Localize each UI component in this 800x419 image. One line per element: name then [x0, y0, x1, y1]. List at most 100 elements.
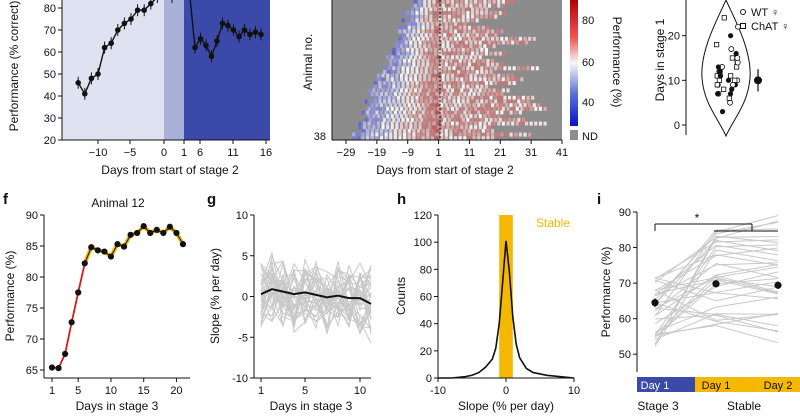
heatmap-cell: [401, 99, 405, 104]
heatmap-cell: [412, 25, 416, 30]
colorbar-tick-nd: ND: [582, 131, 598, 143]
heatmap-cell: [395, 88, 399, 93]
heatmap-cell: [423, 77, 427, 82]
heatmap-cell: [517, 95, 521, 100]
heatmap-cell: [378, 84, 382, 89]
heatmap-cell: [452, 66, 456, 71]
heatmap-cell: [383, 99, 387, 104]
heatmap-cell: [410, 81, 414, 86]
heatmap-cell: [409, 40, 413, 45]
heatmap-cell: [387, 66, 391, 71]
panel-g-xtick-0: 1: [258, 385, 264, 397]
panel-c-point: [728, 46, 735, 52]
heatmap-cell: [481, 132, 485, 137]
heatmap-cell: [463, 132, 467, 137]
heatmap-cell: [420, 95, 424, 100]
colorbar-tick-60: 60: [582, 57, 594, 69]
heatmap-cell: [446, 114, 450, 119]
heatmap-cell: [435, 136, 439, 141]
heatmap-cell: [421, 128, 425, 133]
heatmap-cell: [455, 106, 459, 111]
heatmap-cell: [407, 103, 411, 108]
heatmap-cell: [480, 47, 484, 52]
heatmap-cell: [369, 99, 373, 104]
panel-a-point-9: [134, 7, 141, 13]
heatmap-cell: [412, 103, 416, 108]
heatmap-cell: [416, 110, 421, 115]
heatmap-cell: [469, 77, 473, 82]
heatmap-cell: [395, 44, 399, 49]
heatmap-cell: [435, 103, 439, 108]
heatmap-cell: [420, 70, 424, 74]
heatmap-cell: [487, 73, 492, 78]
heatmap-cell: [372, 88, 376, 93]
heatmap-cell: [409, 125, 413, 130]
heatmap-cell: [472, 103, 476, 108]
heatmap-cell: [390, 121, 394, 126]
heatmap-cell: [475, 7, 479, 12]
heatmap-cell: [424, 117, 428, 122]
heatmap-cell: [467, 36, 471, 41]
heatmap-cell: [373, 95, 377, 100]
heatmap-cell: [432, 44, 436, 49]
heatmap-cell: [452, 70, 456, 74]
heatmap-cell: [395, 121, 399, 126]
heatmap-cell: [420, 66, 424, 71]
heatmap-cell: [403, 136, 407, 141]
heatmap-cell: [366, 110, 370, 115]
panel-c-point: [714, 82, 720, 88]
heatmap-cell: [393, 92, 397, 97]
heatmap-cell: [443, 33, 447, 38]
heatmap-cell: [491, 58, 495, 63]
heatmap-cell: [438, 117, 442, 122]
heatmap-cell: [509, 103, 513, 108]
heatmap-cell: [500, 132, 504, 137]
heatmap-cell: [440, 29, 444, 34]
heatmap-cell: [464, 114, 468, 119]
heatmap-cell: [433, 99, 438, 104]
heatmap-cell: [437, 0, 441, 4]
heatmap-cell: [506, 0, 510, 4]
heatmap-cell: [446, 88, 450, 93]
heatmap-cell: [455, 55, 459, 60]
heatmap-cell: [390, 114, 394, 119]
heatmap-cell: [392, 84, 396, 89]
heatmap-cell: [450, 55, 455, 60]
heatmap-cell: [497, 121, 501, 126]
heatmap-cell: [430, 36, 434, 41]
panel-b-xtick-5: 21: [494, 147, 506, 159]
panel-f-ytick-70: 70: [26, 334, 38, 346]
heatmap-cell: [494, 66, 498, 71]
heatmap-cell: [449, 132, 453, 137]
heatmap-cell: [420, 117, 424, 122]
heatmap-cell: [444, 29, 448, 34]
heatmap-cell: [487, 40, 492, 45]
colorbar: [570, 0, 578, 126]
panel-h-xtick-1: 0: [503, 385, 509, 397]
panel-b-xtick-3: 1: [436, 147, 442, 159]
heatmap-cell: [409, 114, 413, 119]
heatmap-cell: [454, 25, 458, 30]
heatmap-cell: [450, 44, 455, 49]
heatmap-cell: [372, 114, 376, 119]
heatmap-cell: [426, 62, 430, 67]
heatmap-cell: [378, 95, 382, 100]
heatmap-cell: [415, 51, 419, 56]
heatmap-cell: [477, 25, 481, 30]
heatmap-cell: [528, 36, 532, 41]
heatmap-cell: [447, 33, 451, 38]
heatmap-cell: [470, 47, 475, 52]
heatmap-cell: [429, 33, 433, 38]
heatmap-cell: [413, 77, 417, 82]
heatmap-cell: [429, 18, 433, 23]
heatmap-cell: [424, 66, 428, 71]
heatmap-cell: [457, 18, 461, 23]
panel-a-point-21: [219, 20, 226, 27]
heatmap-cell: [447, 7, 451, 12]
panel-label-g: g: [207, 191, 216, 208]
heatmap-cell: [381, 73, 385, 78]
heatmap-cell: [395, 55, 399, 60]
heatmap-cell: [454, 128, 458, 133]
heatmap-cell: [407, 128, 411, 133]
